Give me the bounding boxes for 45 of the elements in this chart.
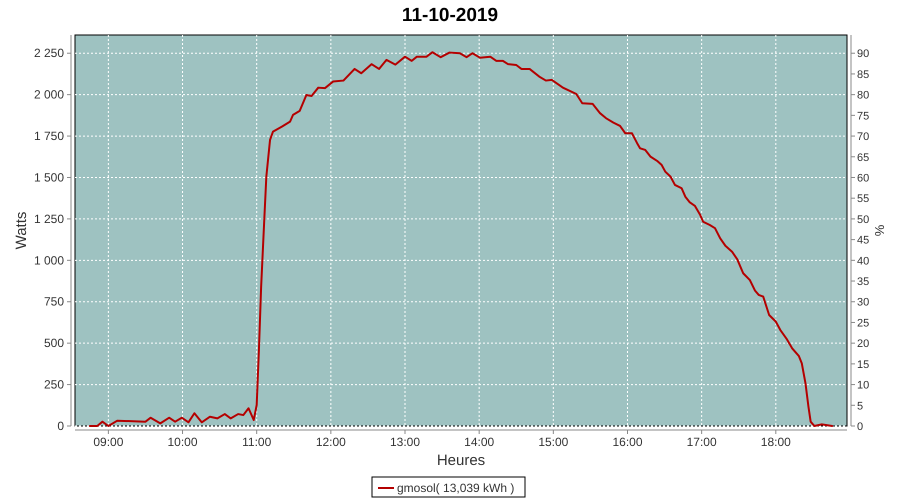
x-tick-label: 16:00 <box>612 435 643 449</box>
line-series <box>88 51 834 427</box>
y-tick-label: 1 000 <box>34 253 64 268</box>
x-tick-label: 17:00 <box>686 435 717 449</box>
y2-tick-label: 0 <box>857 421 864 433</box>
chart-title: 11-10-2019 <box>402 5 498 26</box>
y-axis-title: Watts <box>13 212 30 250</box>
x-tick-label: 11:00 <box>242 435 272 449</box>
y2-tick-label: 60 <box>857 172 870 184</box>
x-tick-label: 12:00 <box>316 435 346 449</box>
y2-tick-label: 50 <box>857 214 870 226</box>
y-tick-label: 250 <box>44 378 64 392</box>
y2-tick-label: 20 <box>857 338 870 350</box>
x-tick-label: 18:00 <box>760 435 792 449</box>
y2-tick-label: 90 <box>857 48 870 60</box>
x-tick-label: 14:00 <box>464 435 495 449</box>
y2-tick-label: 55 <box>857 193 870 206</box>
y2-tick-label: 15 <box>857 358 870 371</box>
y2-tick-label: 85 <box>857 68 870 81</box>
y-tick-label: 1 500 <box>34 170 64 184</box>
y-tick-label: 750 <box>44 294 64 309</box>
x-tick-label: 09:00 <box>93 435 124 449</box>
x-tick-label: 10:00 <box>168 435 198 449</box>
y2-tick-label: 75 <box>857 110 870 122</box>
x-tick-label: 13:00 <box>390 435 420 449</box>
y-tick-label: 1 250 <box>34 212 64 226</box>
y2-tick-label: 80 <box>857 90 870 102</box>
y2-tick-label: 25 <box>857 317 870 330</box>
y-tick-label: 500 <box>44 336 64 350</box>
y2-tick-label: 65 <box>857 152 870 164</box>
y-tick-label: 2 000 <box>34 88 64 102</box>
y2-tick-label: 5 <box>857 400 864 412</box>
y2-axis-title: % <box>872 224 887 236</box>
y2-tick-label: 70 <box>857 131 870 144</box>
y2-tick-label: 45 <box>857 234 870 247</box>
y2-tick-label: 40 <box>857 255 870 268</box>
y2-tick-label: 10 <box>857 380 870 392</box>
y2-tick-label: 35 <box>857 276 870 288</box>
y-tick-label: 2 250 <box>34 46 64 60</box>
x-axis-title: Heures <box>436 452 486 469</box>
y-tick-label: 0 <box>57 419 64 433</box>
x-tick-label: 15:00 <box>538 435 569 449</box>
legend-label: gmosol( 13,039 kWh ) <box>397 481 514 495</box>
y-tick-label: 1 750 <box>34 129 64 144</box>
y2-tick-label: 30 <box>857 296 870 309</box>
